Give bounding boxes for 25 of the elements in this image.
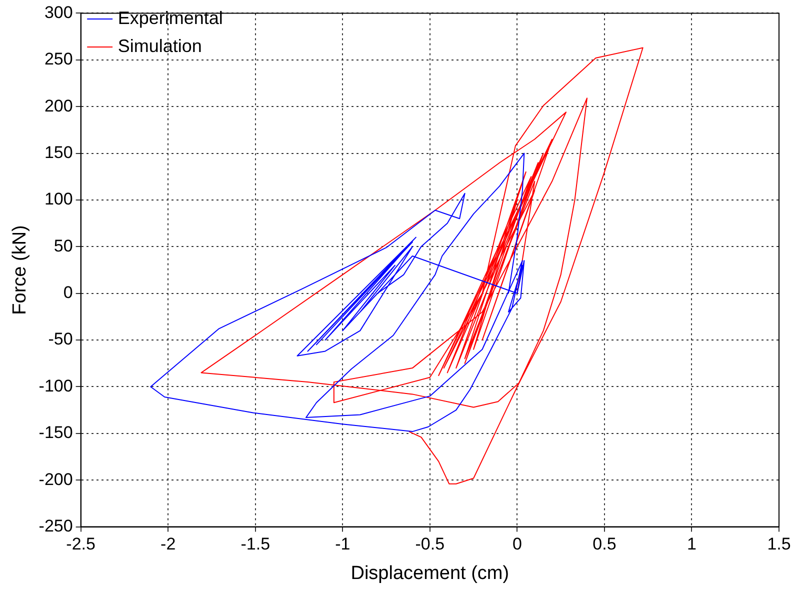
legend-label: Experimental — [118, 8, 223, 28]
y-axis-title: Force (kN) — [10, 225, 31, 315]
x-tick-label: 1.5 — [767, 534, 791, 554]
x-tick-label: -1 — [335, 534, 350, 554]
y-tick-label: 200 — [44, 96, 73, 116]
y-tick-label: 0 — [63, 283, 73, 302]
y-tick-label: 250 — [44, 50, 73, 69]
y-tick-label: -150 — [38, 423, 73, 442]
y-tick-label: 300 — [44, 2, 73, 22]
y-tick-label: 150 — [44, 142, 73, 162]
y-tick-label: -200 — [38, 470, 73, 489]
x-axis-title: Displacement (cm) — [350, 562, 510, 584]
y-tick-label: 100 — [44, 190, 73, 209]
x-tick-label: -2.5 — [66, 534, 96, 554]
x-tick-label: -2 — [160, 534, 176, 554]
y-tick-label: -100 — [38, 376, 73, 396]
legend-label: Simulation — [118, 36, 202, 56]
y-tick-label: 50 — [54, 236, 73, 256]
x-tick-label: -0.5 — [415, 534, 445, 554]
y-tick-label: -50 — [48, 330, 73, 349]
y-tick-label: -250 — [38, 516, 73, 536]
x-tick-label: 0.5 — [592, 534, 616, 554]
x-tick-label: -1.5 — [240, 534, 270, 554]
x-tick-label: 0 — [512, 534, 522, 554]
x-tick-label: 1 — [686, 534, 696, 554]
